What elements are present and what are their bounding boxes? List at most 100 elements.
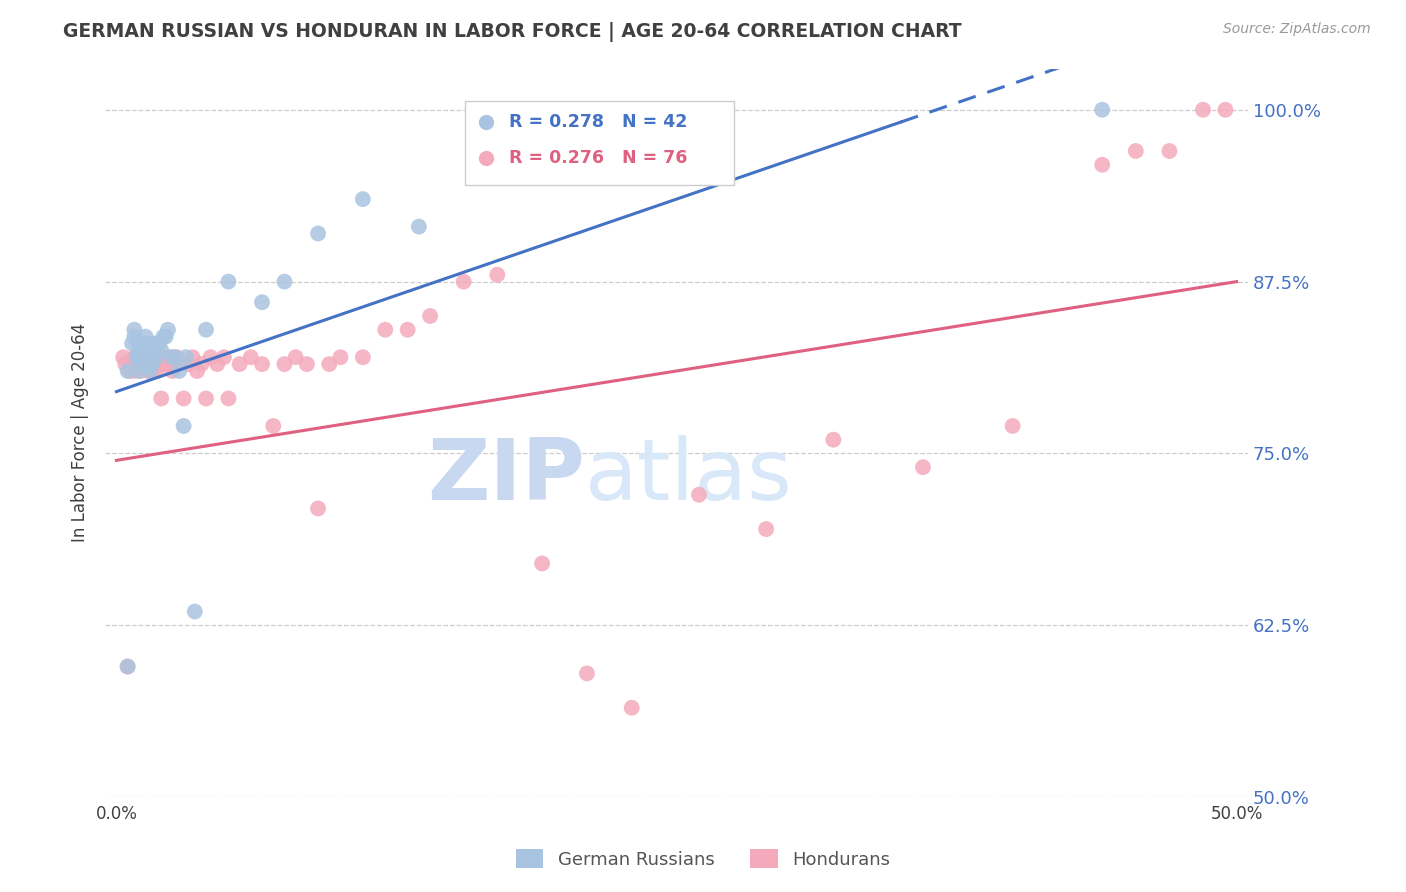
Point xyxy=(143,336,166,351)
Point xyxy=(129,364,152,378)
Point xyxy=(145,350,167,364)
Point xyxy=(174,350,197,364)
Point xyxy=(132,350,155,364)
Text: Source: ZipAtlas.com: Source: ZipAtlas.com xyxy=(1223,22,1371,37)
Point xyxy=(128,350,150,364)
Point xyxy=(273,275,295,289)
Point xyxy=(117,659,139,673)
Point xyxy=(250,357,273,371)
Point xyxy=(181,350,204,364)
Point xyxy=(217,392,239,406)
Point xyxy=(167,357,190,371)
Point xyxy=(135,350,157,364)
Point xyxy=(112,350,135,364)
Point xyxy=(486,158,509,172)
Point xyxy=(190,357,212,371)
Point xyxy=(396,323,419,337)
Text: R = 0.278   N = 42: R = 0.278 N = 42 xyxy=(509,112,688,131)
Point xyxy=(186,364,208,378)
Point xyxy=(145,350,167,364)
Point xyxy=(408,219,430,234)
Point xyxy=(352,350,374,364)
Point xyxy=(121,357,143,371)
Point xyxy=(141,343,163,358)
Point xyxy=(136,350,159,364)
Point xyxy=(152,350,174,364)
Point xyxy=(419,309,441,323)
Point xyxy=(207,357,229,371)
Point xyxy=(129,350,152,364)
Point xyxy=(135,329,157,343)
Point xyxy=(239,350,262,364)
Point xyxy=(132,357,155,371)
Point xyxy=(148,336,170,351)
Point xyxy=(1125,144,1147,158)
Point xyxy=(195,323,218,337)
Point xyxy=(575,666,598,681)
Point xyxy=(125,350,148,364)
Point xyxy=(212,350,235,364)
Point xyxy=(143,357,166,371)
Point xyxy=(318,357,340,371)
Point xyxy=(755,522,778,536)
Point xyxy=(136,364,159,378)
Point xyxy=(1091,158,1114,172)
Point xyxy=(148,357,170,371)
Point xyxy=(250,295,273,310)
Point xyxy=(152,329,174,343)
Point xyxy=(150,343,173,358)
Point xyxy=(273,357,295,371)
Point xyxy=(129,350,152,364)
Point xyxy=(228,357,250,371)
Point xyxy=(124,329,146,343)
Point xyxy=(1215,103,1237,117)
Point xyxy=(128,336,150,351)
Point xyxy=(1192,103,1215,117)
Text: atlas: atlas xyxy=(585,435,793,518)
Point xyxy=(486,268,509,282)
Point xyxy=(162,350,184,364)
Point xyxy=(851,272,873,286)
Point xyxy=(124,364,146,378)
Point xyxy=(155,329,177,343)
Point xyxy=(307,501,329,516)
Point xyxy=(150,357,173,371)
Point xyxy=(167,364,190,378)
Point xyxy=(195,392,218,406)
Text: GERMAN RUSSIAN VS HONDURAN IN LABOR FORCE | AGE 20-64 CORRELATION CHART: GERMAN RUSSIAN VS HONDURAN IN LABOR FORC… xyxy=(63,22,962,42)
Point xyxy=(117,364,139,378)
Point xyxy=(307,227,329,241)
Point xyxy=(114,357,136,371)
Point xyxy=(141,364,163,378)
Point xyxy=(136,357,159,371)
Point xyxy=(156,323,179,337)
Point xyxy=(121,336,143,351)
Point xyxy=(173,392,195,406)
Point xyxy=(1001,419,1024,434)
Point xyxy=(125,357,148,371)
Point xyxy=(200,350,222,364)
Point xyxy=(139,350,162,364)
Point xyxy=(284,350,307,364)
Point xyxy=(135,357,157,371)
Point xyxy=(141,350,163,364)
Point xyxy=(145,364,167,378)
Point xyxy=(173,419,195,434)
Point xyxy=(124,323,146,337)
Point xyxy=(374,323,396,337)
Point xyxy=(1159,144,1181,158)
Point xyxy=(162,364,184,378)
Point xyxy=(125,350,148,364)
Point xyxy=(163,350,186,364)
Point xyxy=(139,357,162,371)
Point xyxy=(177,357,200,371)
Point xyxy=(262,419,284,434)
Point xyxy=(295,357,318,371)
Point xyxy=(117,659,139,673)
Point xyxy=(453,275,475,289)
Point xyxy=(128,364,150,378)
Point xyxy=(132,336,155,351)
Point xyxy=(166,350,188,364)
Point xyxy=(124,350,146,364)
Point xyxy=(217,275,239,289)
